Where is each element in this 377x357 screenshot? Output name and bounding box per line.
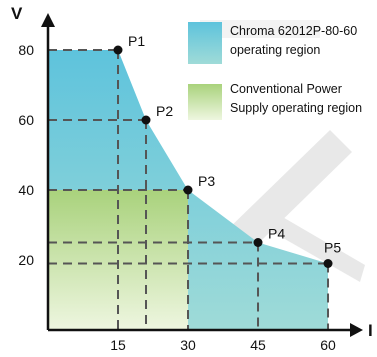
x-tick-label: 15 [110, 337, 126, 352]
point-p3-marker [183, 185, 193, 195]
x-tick-label: 60 [320, 337, 336, 352]
watermark-stroke-2 [255, 205, 365, 282]
y-axis-label: V [11, 4, 23, 23]
y-tick-label: 80 [18, 42, 34, 58]
legend-swatch-chroma [188, 22, 222, 64]
x-axis-label: I [368, 321, 373, 340]
watermark-stroke-3 [200, 20, 320, 38]
legend-conventional-line-1: Conventional Power [230, 82, 342, 96]
tick-labels: 15 30 45 60 20 40 60 80 [18, 42, 336, 353]
point-p2-label: P2 [156, 103, 173, 119]
y-tick-label: 40 [18, 182, 34, 198]
x-tick-label: 45 [250, 337, 266, 352]
x-axis-arrow [350, 323, 363, 337]
legend-chroma-line-1: Chroma 62012P-80-60 [230, 24, 357, 38]
y-tick-label: 60 [18, 112, 34, 128]
point-p4-marker [253, 238, 263, 247]
data-points: P1 P2 P3 P4 P5 [113, 33, 341, 268]
point-p5-marker [323, 259, 333, 268]
reference-lines [48, 49, 330, 330]
point-p3-label: P3 [198, 173, 215, 189]
point-p1-label: P1 [128, 33, 145, 49]
y-axis-arrow [41, 13, 55, 27]
legend-conventional-line-2: Supply operating region [230, 101, 362, 115]
legend: Chroma 62012P-80-60 operating region Con… [188, 22, 362, 120]
point-p1-marker [113, 45, 123, 55]
x-tick-label: 30 [180, 337, 196, 352]
y-tick-label: 20 [18, 252, 34, 268]
axes: V I [11, 4, 373, 340]
legend-chroma-line-2: operating region [230, 43, 320, 57]
point-p2-marker [141, 115, 151, 125]
point-p4-label: P4 [268, 226, 285, 242]
point-p5-label: P5 [324, 240, 341, 256]
legend-swatch-conventional [188, 84, 222, 120]
